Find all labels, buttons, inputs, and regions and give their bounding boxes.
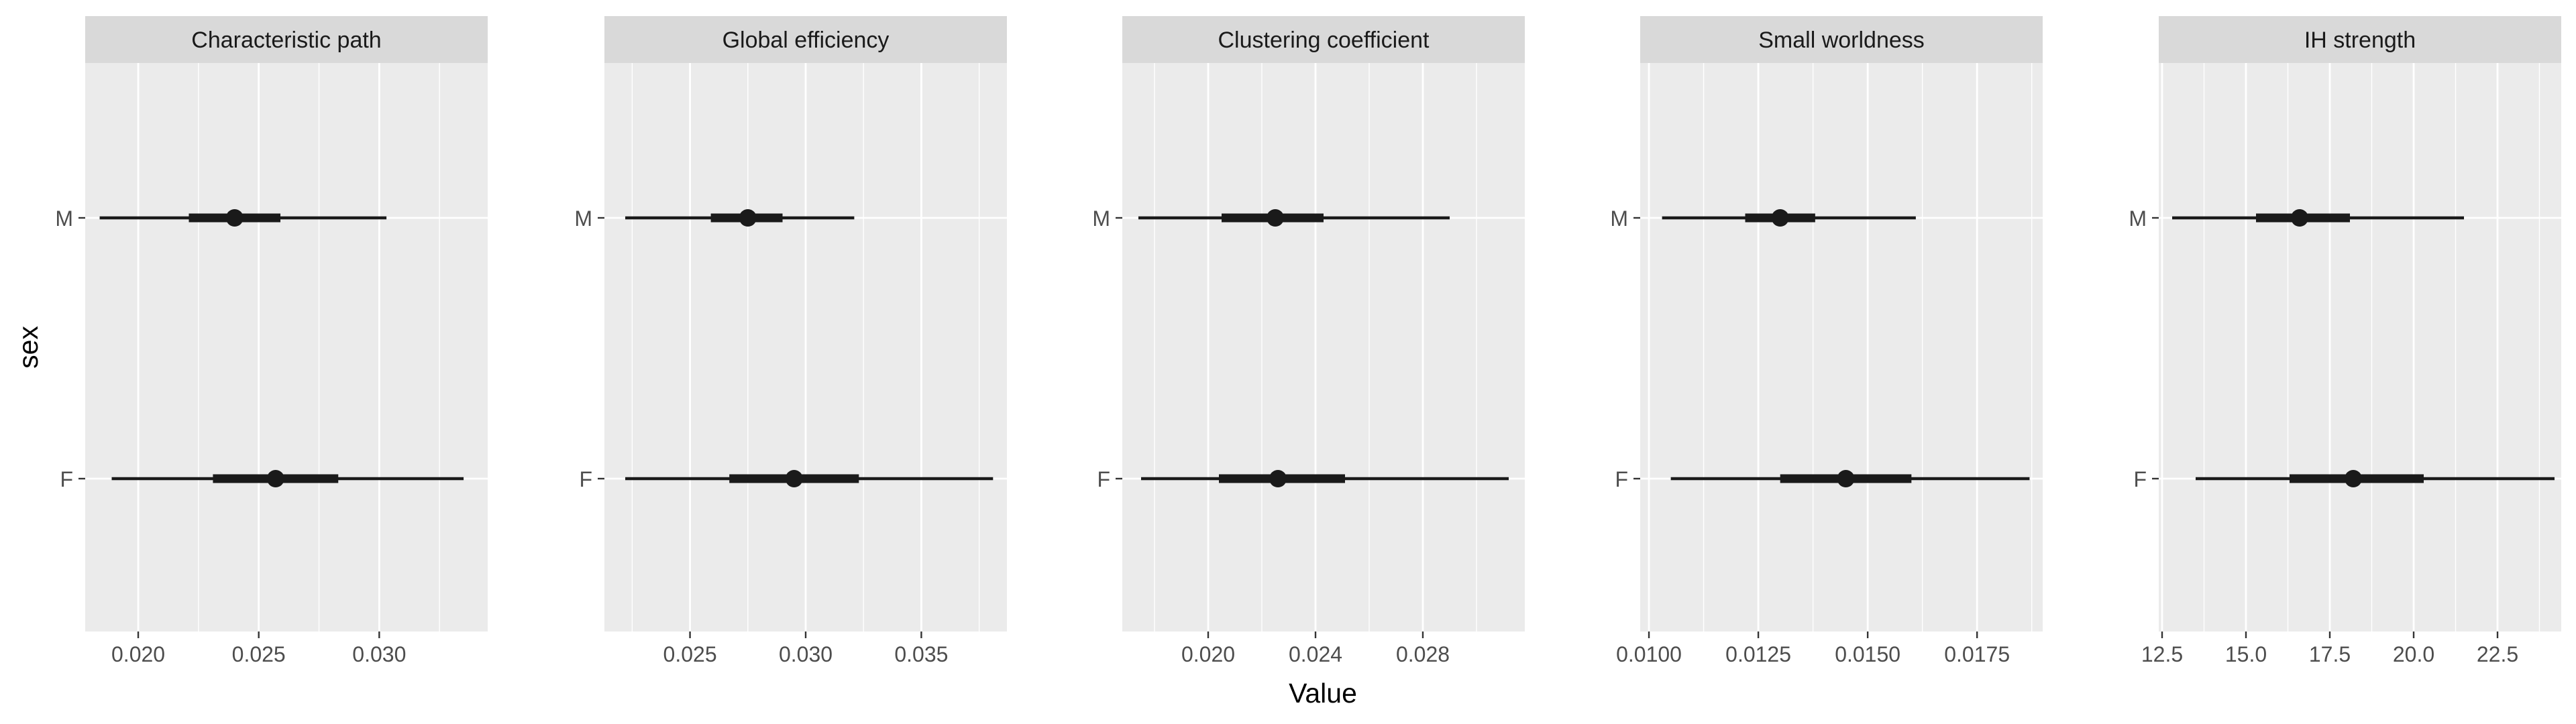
x-tick-label: 22.5 [2477,642,2518,666]
panel-background [85,63,488,631]
facet-panel-3: Clustering coefficient 0.020 0.024 0.028 M F [1092,16,1525,666]
facet-panel-5: IH strength 12.5 15.0 17.5 20.0 22.5 M F [2129,16,2561,666]
facet-panel-1: Characteristic path 0.020 0.025 0.030 M F [55,16,488,666]
median-point-F [2345,470,2362,487]
panel-background [1122,63,1525,631]
y-tick-label: M [1610,206,1628,231]
facet-strip [2159,16,2561,63]
median-point-F [785,470,803,487]
median-point-M [225,209,244,227]
facet-strip-label: Global efficiency [722,27,890,53]
median-point-M [1771,209,1789,227]
x-tick-label: 17.5 [2309,642,2351,666]
x-axis-title: Value [1289,678,1357,709]
facet-strip-label: IH strength [2304,27,2416,53]
facet-strip-label: Characteristic path [191,27,381,53]
x-tick-label: 0.030 [352,642,406,666]
x-tick-label: 0.030 [779,642,833,666]
y-tick-label: F [579,467,592,491]
median-point-F [266,470,284,487]
facet-strip [604,16,1007,63]
x-tick-label: 0.020 [111,642,165,666]
y-tick-label: M [574,206,592,231]
x-tick-label: 20.0 [2393,642,2434,666]
y-axis-title: sex [13,326,44,369]
x-tick-label: 15.0 [2225,642,2267,666]
x-tick-label: 0.020 [1181,642,1235,666]
x-tick-label: 0.024 [1289,642,1342,666]
y-tick-label: F [1097,467,1110,491]
y-tick-label: M [1092,206,1110,231]
median-point-F [1269,470,1287,487]
x-tick-label: 0.0100 [1616,642,1682,666]
x-tick-label: 0.025 [232,642,286,666]
median-point-F [1837,470,1855,487]
y-tick-label: F [2133,467,2147,491]
x-tick-label: 12.5 [2141,642,2183,666]
facet-panel-2: Global efficiency 0.025 0.030 0.035 M F [574,16,1007,666]
x-tick-label: 0.0150 [1835,642,1900,666]
y-tick-label: F [60,467,73,491]
facet-strip-label: Small worldness [1758,27,1925,53]
x-tick-label: 0.0175 [1944,642,2010,666]
panel-background [1640,63,2043,631]
panel-background [2159,63,2561,631]
x-tick-label: 0.0125 [1725,642,1791,666]
median-point-M [2291,209,2308,227]
x-tick-label: 0.025 [663,642,717,666]
median-point-M [739,209,757,227]
y-tick-label: M [2129,206,2147,231]
facet-strip [85,16,488,63]
x-tick-label: 0.035 [894,642,948,666]
x-tick-label: 0.028 [1396,642,1450,666]
y-tick-label: M [55,206,73,231]
y-tick-label: F [1615,467,1628,491]
median-point-M [1267,209,1284,227]
facet-strip [1640,16,2043,63]
facet-panel-4: Small worldness 0.0100 0.0125 0.0150 0.0175 M… [1610,16,2043,666]
facet-strip [1122,16,1525,63]
facet-strip-label: Clustering coefficient [1218,27,1430,53]
